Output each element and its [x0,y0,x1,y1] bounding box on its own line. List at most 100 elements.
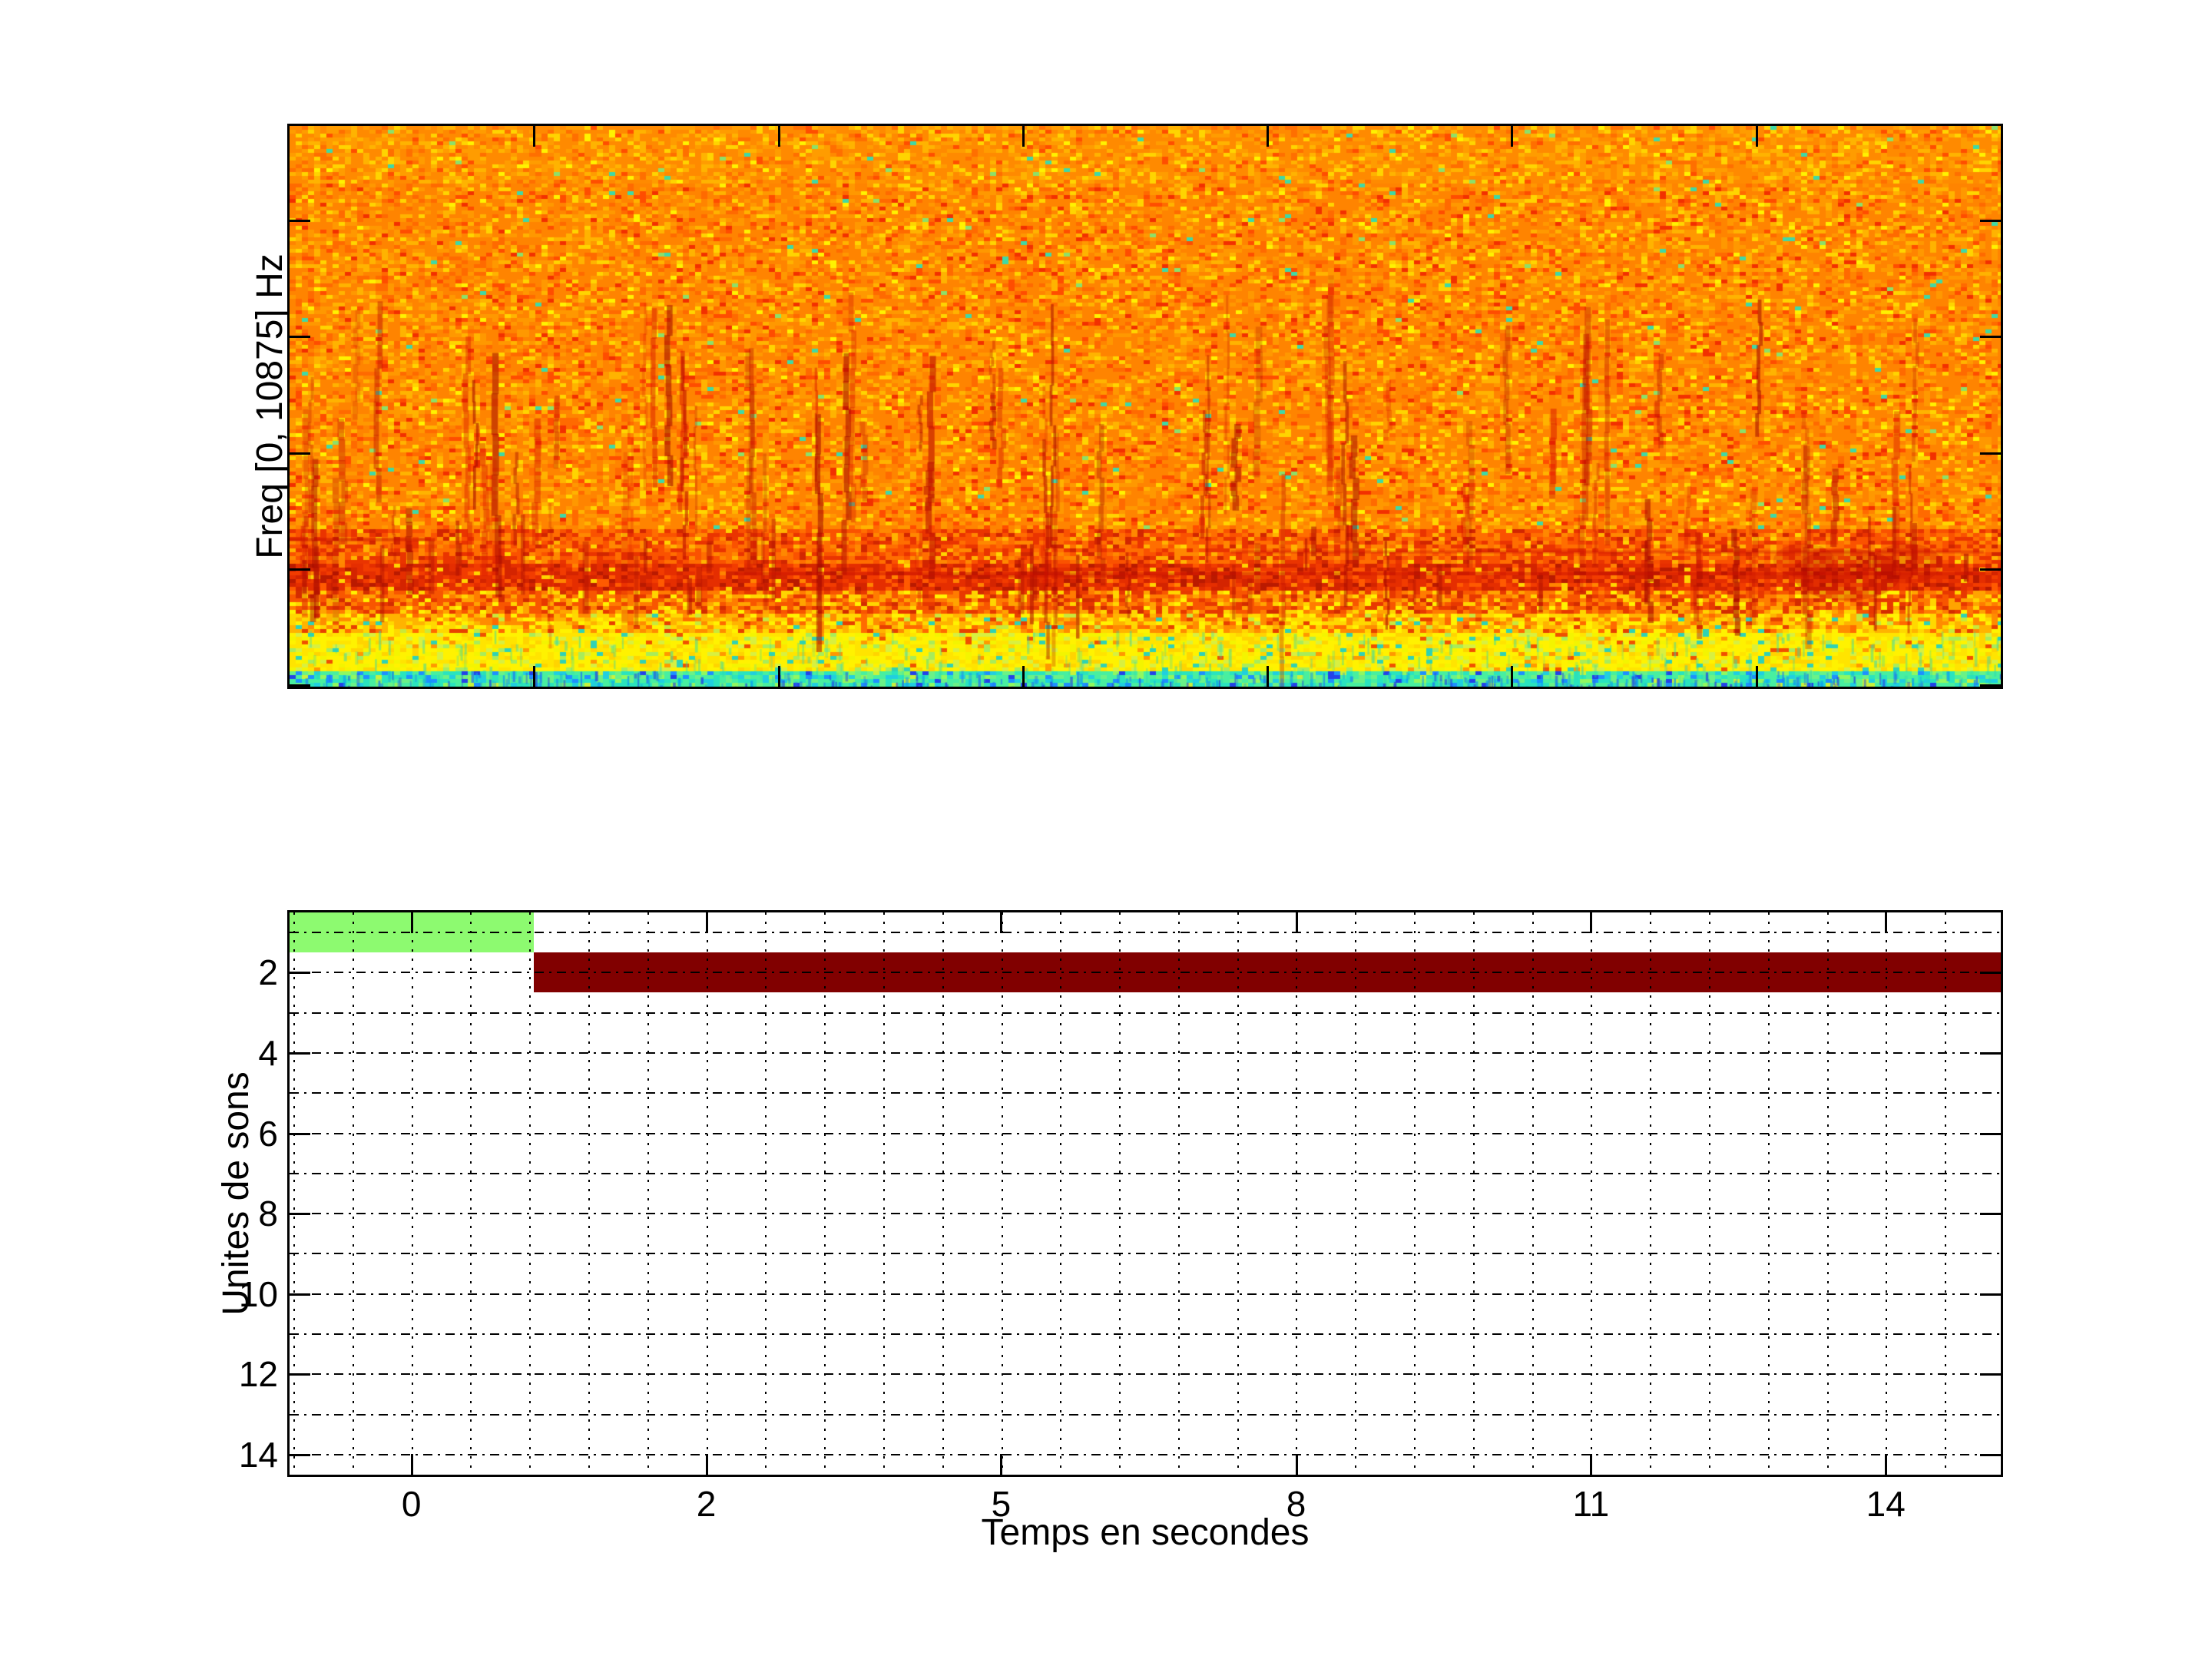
spectrogram-ylabel: Freq [0, 10875] Hz [250,253,290,559]
x-tick-label: 11 [1572,1484,1610,1524]
h-gridline [290,1052,2001,1054]
v-gridline [1002,912,1003,1475]
v-gridline [1237,912,1239,1475]
y-tick-right [1980,972,2001,974]
x-tick-label: 8 [1286,1484,1306,1524]
v-gridline [1768,912,1770,1475]
x-tick-label: 0 [401,1484,422,1524]
h-gridline [290,1253,2001,1254]
spec-y-tick-left [290,684,310,687]
v-gridline [824,912,826,1475]
spec-y-tick-left [290,336,310,338]
y-tick-left [290,1052,310,1055]
spectrogram-image [290,126,2001,687]
y-tick-label: 6 [258,1113,278,1154]
x-tick-bottom [1296,1454,1298,1475]
x-tick-top [411,912,413,933]
v-gridline [1473,912,1475,1475]
x-tick-bottom [1885,1454,1887,1475]
y-tick-label: 14 [238,1434,278,1475]
y-tick-label: 2 [258,952,278,993]
x-tick-top [1885,912,1887,933]
spec-x-tick-bottom [1022,666,1025,687]
v-gridline [1355,912,1356,1475]
spec-x-tick-top [1756,126,1758,147]
v-gridline [1945,912,1946,1475]
y-tick-label: 12 [238,1354,278,1395]
h-gridline [290,1333,2001,1335]
spec-x-tick-top [778,126,780,147]
h-gridline [290,1092,2001,1094]
spec-x-tick-top [1267,126,1269,147]
x-axis-label: Temps en secondes [981,1512,1310,1553]
v-gridline [1827,912,1829,1475]
x-tick-top [1000,912,1002,933]
x-tick-bottom [411,1454,413,1475]
x-tick-top [706,912,708,933]
y-tick-right [1980,1373,2001,1376]
spec-y-tick-right [1980,452,2001,455]
spec-x-tick-bottom [1267,666,1269,687]
v-gridline [293,912,295,1475]
v-gridline [470,912,472,1475]
spec-y-tick-left [290,220,310,222]
y-tick-label: 10 [238,1273,278,1314]
spec-x-tick-top [533,126,535,147]
y-tick-right [1980,1133,2001,1135]
v-gridline [1060,912,1061,1475]
v-gridline [353,912,354,1475]
spectrogram-plot [287,124,2003,689]
h-gridline [290,1373,2001,1375]
spec-x-tick-bottom [1756,666,1758,687]
spec-y-tick-right [1980,220,2001,222]
x-tick-label: 14 [1866,1484,1906,1524]
spec-y-tick-right [1980,336,2001,338]
v-gridline [1296,912,1297,1475]
v-gridline [1414,912,1416,1475]
x-tick-top [1296,912,1298,933]
y-tick-right [1980,1052,2001,1055]
v-gridline [1709,912,1710,1475]
spec-y-tick-right [1980,568,2001,571]
x-tick-bottom [1000,1454,1002,1475]
h-gridline [290,972,2001,973]
spec-x-tick-top [1511,126,1513,147]
y-tick-label: 8 [258,1194,278,1234]
y-tick-label: 4 [258,1033,278,1073]
h-gridline [290,1213,2001,1214]
y-tick-right [1980,1293,2001,1296]
v-gridline [1650,912,1651,1475]
h-gridline [290,1414,2001,1416]
h-gridline [290,1012,2001,1014]
v-gridline [529,912,531,1475]
y-tick-left [290,1133,310,1135]
y-tick-right [1980,1213,2001,1215]
y-tick-left [290,1213,310,1215]
x-tick-label: 2 [696,1484,717,1524]
v-gridline [1886,912,1887,1475]
y-tick-left [290,1373,310,1376]
h-gridline [290,1133,2001,1134]
spec-x-tick-top [1022,126,1025,147]
spec-y-tick-left [290,568,310,571]
h-gridline [290,932,2001,933]
v-gridline [1532,912,1534,1475]
y-tick-left [290,972,310,974]
v-gridline [588,912,590,1475]
h-gridline [290,1173,2001,1174]
v-gridline [707,912,708,1475]
spec-y-tick-right [1980,684,2001,687]
v-gridline [1119,912,1121,1475]
v-gridline [765,912,767,1475]
spec-x-tick-bottom [1511,666,1513,687]
spec-y-tick-left [290,452,310,455]
y-tick-right [1980,1454,2001,1456]
v-gridline [942,912,944,1475]
v-gridline [1178,912,1180,1475]
v-gridline [1591,912,1592,1475]
x-tick-bottom [1590,1454,1592,1475]
v-gridline [412,912,413,1475]
x-tick-bottom [706,1454,708,1475]
h-gridline [290,1293,2001,1295]
